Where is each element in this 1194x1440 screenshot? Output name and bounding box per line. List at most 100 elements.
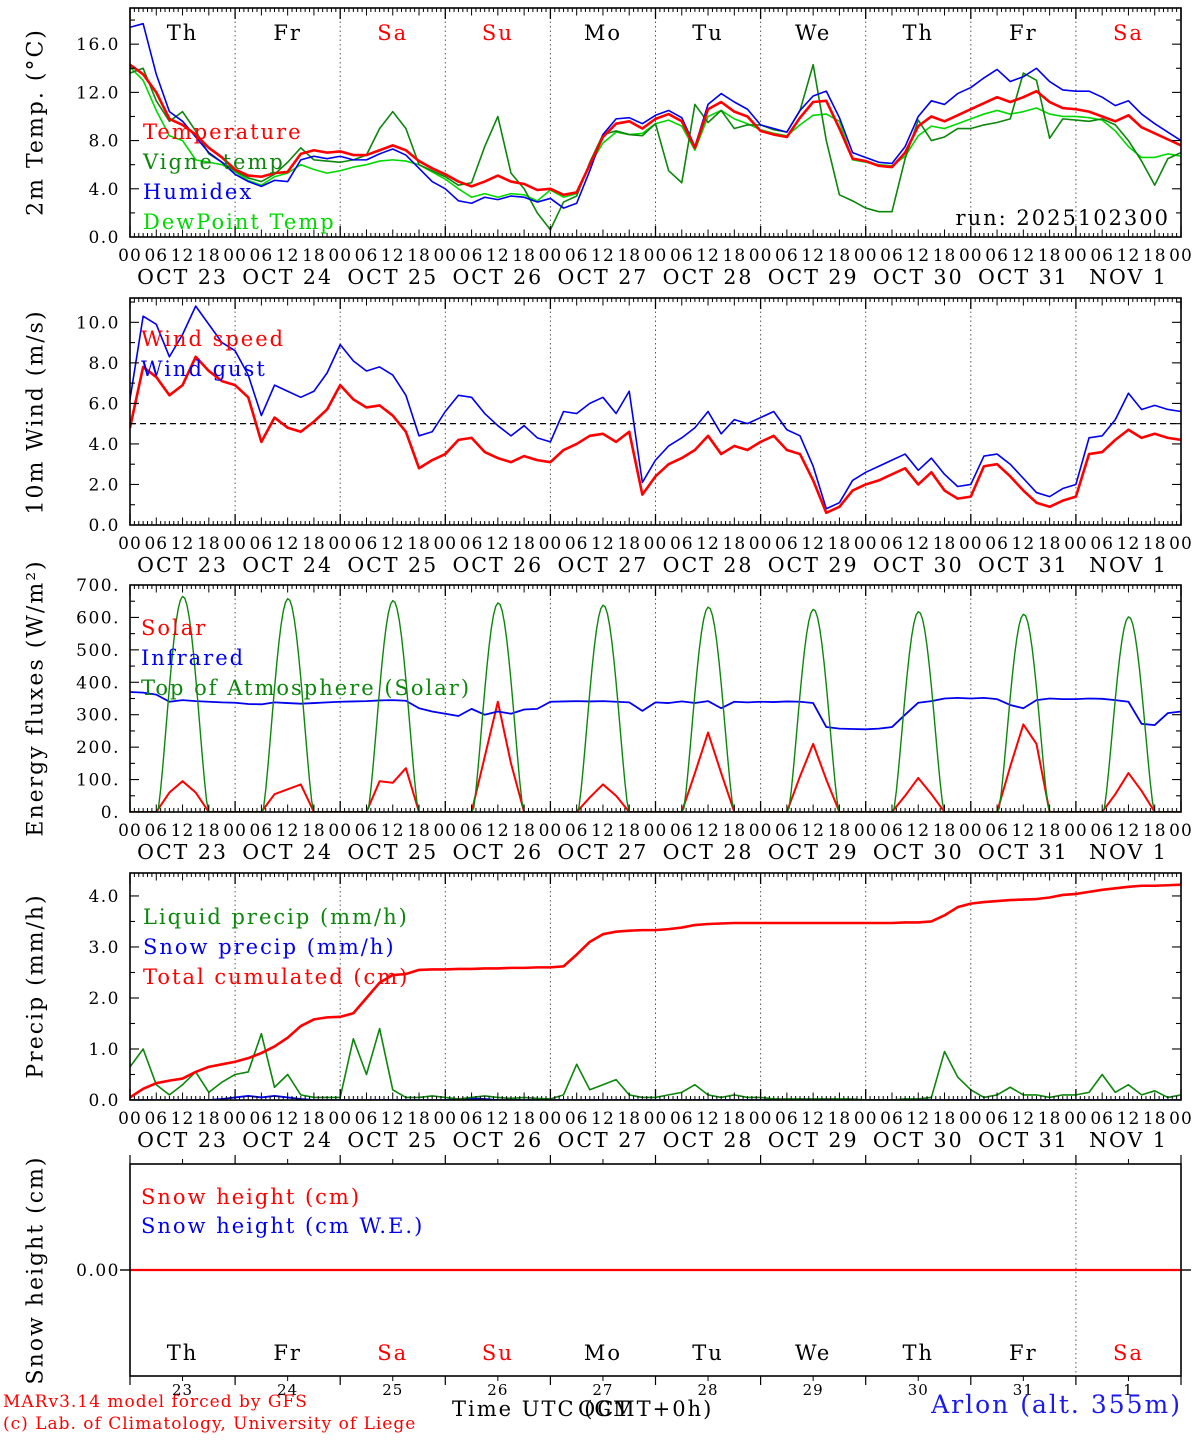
svg-text:4.0: 4.0 xyxy=(88,180,120,200)
svg-text:06: 06 xyxy=(460,1109,484,1129)
svg-text:00: 00 xyxy=(749,1109,773,1129)
svg-text:OCT 28: OCT 28 xyxy=(663,840,754,864)
svg-text:We: We xyxy=(795,21,831,45)
svg-text:06: 06 xyxy=(670,246,694,266)
svg-text:00: 00 xyxy=(854,1109,878,1129)
svg-text:06: 06 xyxy=(670,534,694,554)
svg-text:18: 18 xyxy=(197,246,221,266)
svg-text:18: 18 xyxy=(197,1109,221,1129)
svg-text:600.: 600. xyxy=(76,608,120,628)
time-axis-overlap-text: OCT xyxy=(578,1397,632,1421)
svg-text:12: 12 xyxy=(276,534,300,554)
svg-text:OCT 23: OCT 23 xyxy=(137,553,228,577)
svg-text:18: 18 xyxy=(1143,1109,1167,1129)
svg-text:00: 00 xyxy=(854,246,878,266)
svg-text:OCT 29: OCT 29 xyxy=(768,265,859,289)
legend-total-cumulated: Total cumulated (cm) xyxy=(143,965,410,989)
svg-text:OCT 31: OCT 31 xyxy=(978,840,1069,864)
legend-snow-precip: Snow precip (mm/h) xyxy=(143,935,396,959)
svg-text:06: 06 xyxy=(250,1109,274,1129)
svg-text:00: 00 xyxy=(1169,534,1193,554)
svg-text:00: 00 xyxy=(223,1109,247,1129)
svg-text:Mo: Mo xyxy=(584,21,622,45)
svg-text:12: 12 xyxy=(801,1109,825,1129)
svg-text:Tu: Tu xyxy=(692,1341,724,1365)
svg-text:12: 12 xyxy=(276,1109,300,1129)
legend-infrared: Infrared xyxy=(141,646,246,670)
svg-text:06: 06 xyxy=(775,821,799,841)
svg-text:1.0: 1.0 xyxy=(88,1040,120,1060)
svg-text:18: 18 xyxy=(197,534,221,554)
svg-text:06: 06 xyxy=(775,1109,799,1129)
svg-text:18: 18 xyxy=(407,534,431,554)
svg-text:8.0: 8.0 xyxy=(88,354,120,374)
svg-text:00: 00 xyxy=(1064,821,1088,841)
svg-text:6.0: 6.0 xyxy=(88,394,120,414)
svg-text:00: 00 xyxy=(223,821,247,841)
legend-humidex: Humidex xyxy=(143,180,254,204)
svg-text:Su: Su xyxy=(482,1341,514,1365)
svg-text:00: 00 xyxy=(223,246,247,266)
svg-text:OCT 28: OCT 28 xyxy=(663,265,754,289)
svg-text:06: 06 xyxy=(985,534,1009,554)
svg-text:12: 12 xyxy=(1117,534,1141,554)
svg-text:1: 1 xyxy=(1123,1381,1134,1399)
svg-text:Th: Th xyxy=(902,21,934,45)
svg-text:12: 12 xyxy=(171,246,195,266)
svg-text:18: 18 xyxy=(933,821,957,841)
svg-text:Sa: Sa xyxy=(1113,21,1144,45)
svg-text:12: 12 xyxy=(486,821,510,841)
svg-text:Sa: Sa xyxy=(1113,1341,1144,1365)
svg-text:06: 06 xyxy=(355,534,379,554)
svg-text:OCT 25: OCT 25 xyxy=(347,840,438,864)
y-axis-title-temp: 2m Temp. (°C) xyxy=(23,28,49,216)
svg-text:06: 06 xyxy=(775,246,799,266)
svg-text:06: 06 xyxy=(460,534,484,554)
svg-text:OCT 26: OCT 26 xyxy=(452,265,543,289)
svg-text:OCT 30: OCT 30 xyxy=(873,1128,964,1152)
svg-text:06: 06 xyxy=(250,821,274,841)
svg-text:12: 12 xyxy=(591,246,615,266)
svg-text:00: 00 xyxy=(328,1109,352,1129)
svg-text:18: 18 xyxy=(828,1109,852,1129)
legend-vigne-temp: Vigne temp xyxy=(143,150,285,174)
svg-text:OCT 27: OCT 27 xyxy=(558,1128,649,1152)
svg-text:OCT 29: OCT 29 xyxy=(768,840,859,864)
svg-text:OCT 23: OCT 23 xyxy=(137,265,228,289)
y-axis-title-energy: Energy fluxes (W/m²) xyxy=(23,559,49,837)
svg-text:Mo: Mo xyxy=(584,1341,622,1365)
svg-text:00: 00 xyxy=(1064,534,1088,554)
svg-text:18: 18 xyxy=(617,1109,641,1129)
svg-text:18: 18 xyxy=(723,1109,747,1129)
svg-text:OCT 30: OCT 30 xyxy=(873,840,964,864)
svg-text:12: 12 xyxy=(696,246,720,266)
svg-text:18: 18 xyxy=(933,246,957,266)
svg-text:28: 28 xyxy=(698,1381,719,1399)
svg-text:18: 18 xyxy=(1038,246,1062,266)
svg-text:OCT 23: OCT 23 xyxy=(137,840,228,864)
svg-text:06: 06 xyxy=(565,1109,589,1129)
svg-text:12: 12 xyxy=(486,246,510,266)
svg-text:18: 18 xyxy=(828,246,852,266)
svg-text:OCT 24: OCT 24 xyxy=(242,1128,333,1152)
legend-snow-height-we: Snow height (cm W.E.) xyxy=(141,1214,425,1238)
svg-text:12: 12 xyxy=(591,821,615,841)
svg-text:OCT 27: OCT 27 xyxy=(558,553,649,577)
y-axis-title-precip: Precip (mm/h) xyxy=(23,893,49,1079)
svg-text:12: 12 xyxy=(381,1109,405,1129)
svg-text:Fr: Fr xyxy=(273,21,302,45)
svg-text:Fr: Fr xyxy=(1009,21,1038,45)
svg-text:18: 18 xyxy=(407,246,431,266)
svg-text:12: 12 xyxy=(801,534,825,554)
svg-text:OCT 23: OCT 23 xyxy=(137,1128,228,1152)
svg-text:3.0: 3.0 xyxy=(88,938,120,958)
svg-text:10.0: 10.0 xyxy=(76,313,120,333)
svg-text:0.00: 0.00 xyxy=(76,1261,120,1281)
svg-text:18: 18 xyxy=(512,821,536,841)
svg-text:12: 12 xyxy=(1012,534,1036,554)
svg-text:18: 18 xyxy=(723,821,747,841)
svg-text:27: 27 xyxy=(592,1381,613,1399)
model-credit-line: MARv3.14 model forced by GFS xyxy=(3,1392,308,1412)
svg-text:0.0: 0.0 xyxy=(88,1091,120,1111)
svg-text:OCT 31: OCT 31 xyxy=(978,265,1069,289)
